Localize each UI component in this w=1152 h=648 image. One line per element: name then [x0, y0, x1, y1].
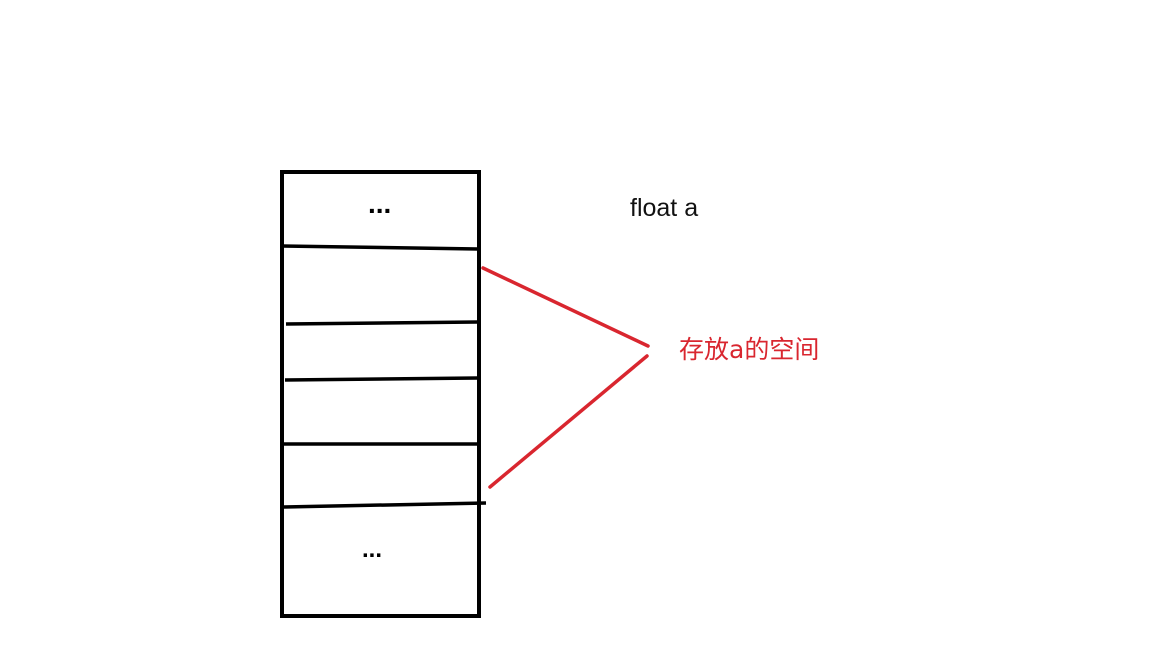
- annotation-pointer-upper: [481, 266, 650, 348]
- memory-box-outline: [280, 170, 481, 618]
- variable-declaration-label: float a: [630, 194, 699, 222]
- ellipsis-bottom-cell: ...: [362, 536, 383, 563]
- annotation-pointer-lower: [488, 354, 649, 489]
- ellipsis-top-cell: ...: [368, 188, 392, 219]
- cell-divider-1: [281, 244, 479, 251]
- cell-divider-2: [285, 320, 479, 326]
- cell-divider-3: [284, 376, 479, 382]
- cell-divider-5: [283, 501, 487, 509]
- storage-annotation-label: 存放a的空间: [679, 335, 820, 364]
